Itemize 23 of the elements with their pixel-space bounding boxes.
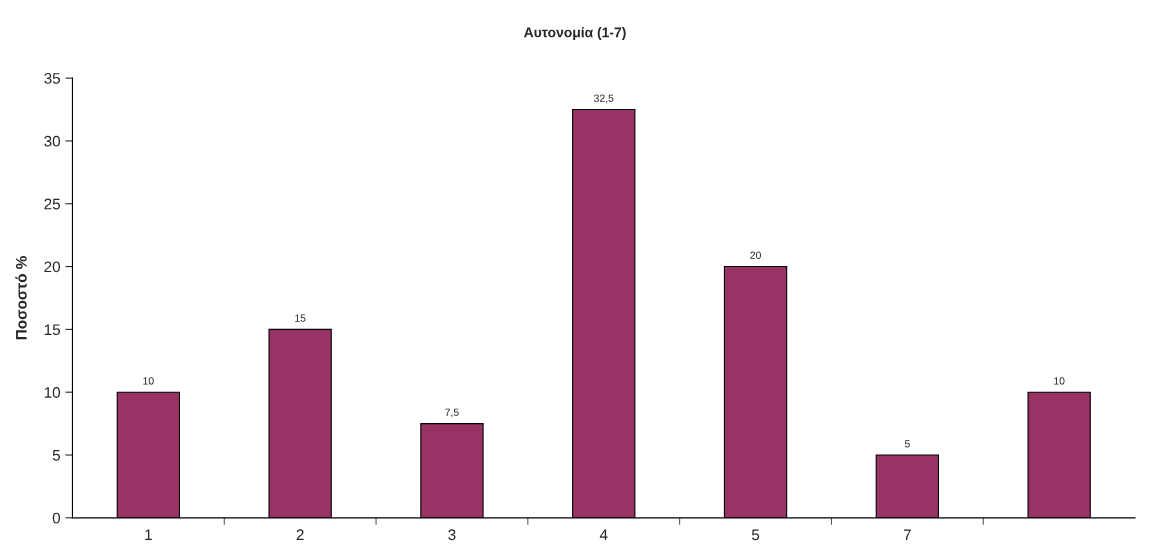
x-tick-label: 3 — [448, 529, 456, 541]
x-tick-label: 4 — [599, 529, 608, 541]
chart-title: Αυτονομία (1-7) — [524, 26, 626, 41]
data-label: 10 — [143, 377, 154, 385]
data-label: 10 — [1054, 377, 1065, 385]
x-tick-label: 1 — [145, 529, 152, 541]
y-tick-label: 35 — [44, 72, 61, 84]
y-tick-label: 0 — [52, 512, 61, 524]
data-label: 20 — [750, 251, 761, 259]
x-tick-label: 2 — [296, 529, 304, 541]
data-label: 5 — [904, 440, 910, 448]
y-tick-label: 30 — [44, 135, 61, 147]
y-axis-title: Ποσοστό % — [15, 256, 27, 340]
y-tick-label: 15 — [44, 324, 61, 336]
y-tick-label: 5 — [52, 450, 60, 461]
x-tick-label: 5 — [751, 529, 760, 541]
data-label: 7,5 — [445, 408, 459, 418]
y-tick-label: 10 — [44, 387, 61, 398]
data-label: 32,5 — [594, 94, 614, 104]
data-label: 15 — [295, 314, 306, 322]
y-tick-label: 20 — [44, 261, 61, 273]
x-tick-label: 7 — [903, 529, 911, 541]
y-tick-label: 25 — [44, 198, 61, 210]
